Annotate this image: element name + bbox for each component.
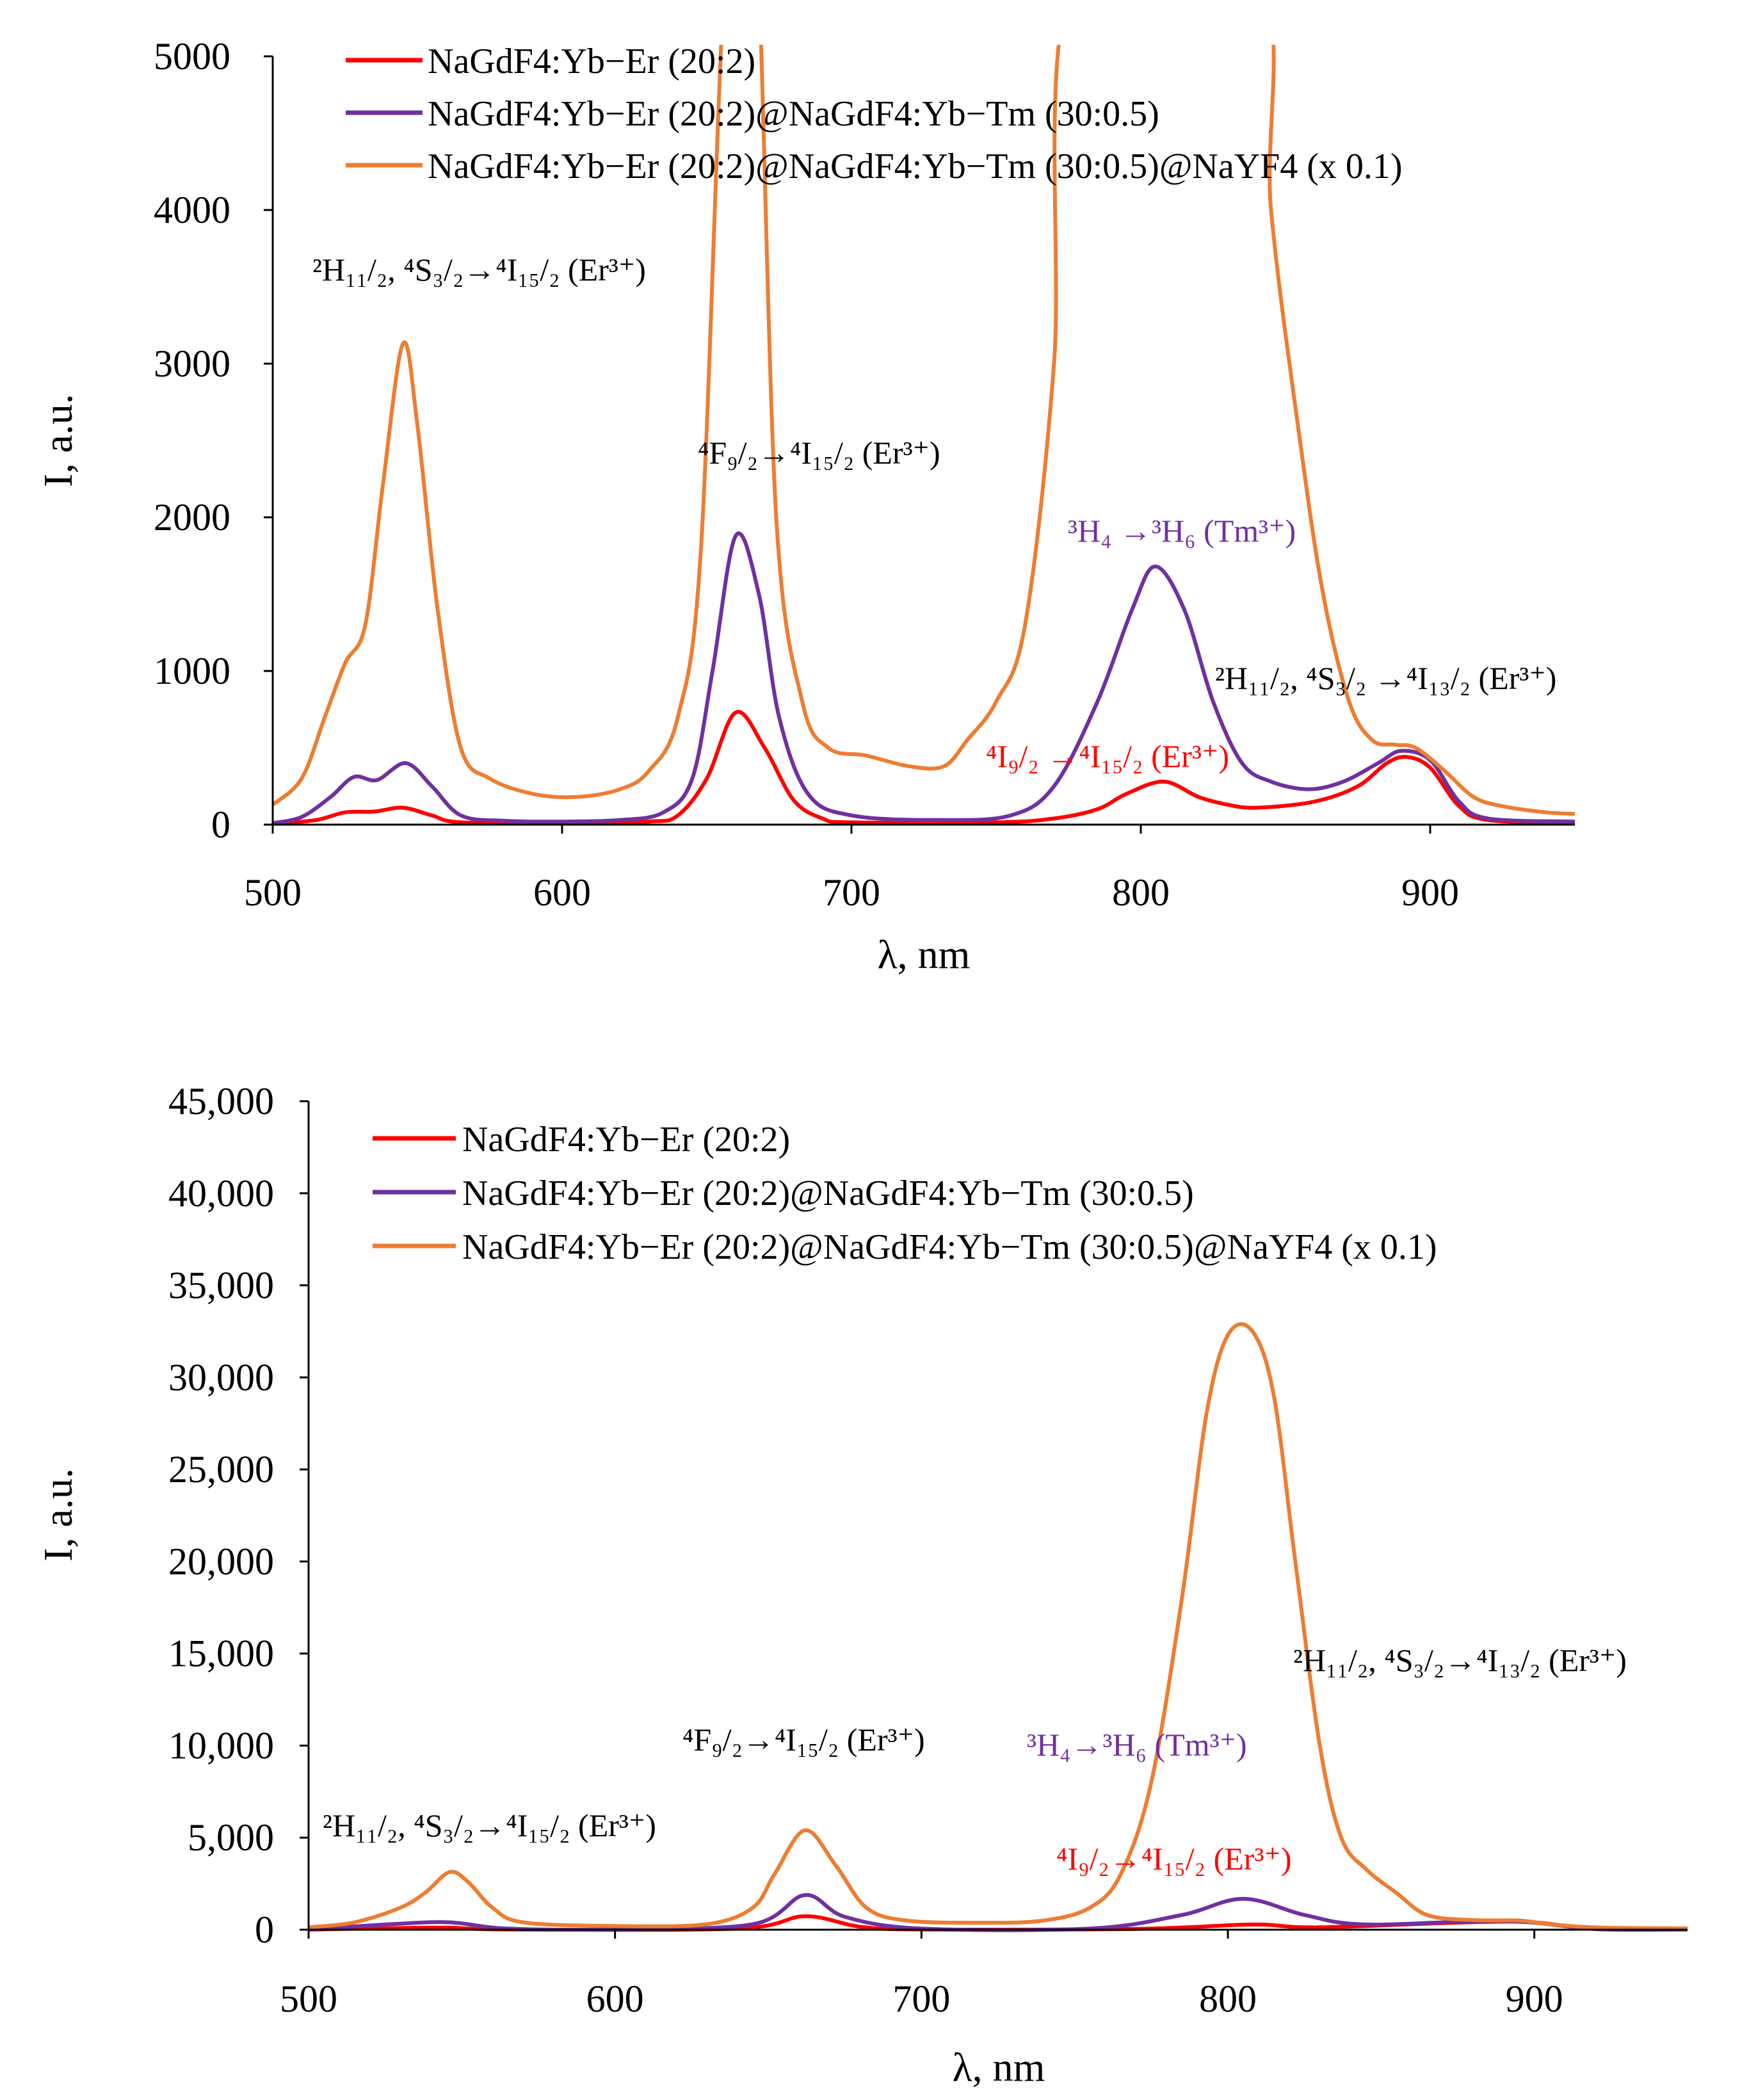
annotation: ³H₄ →³H₆ (Tm³⁺) — [1068, 513, 1296, 549]
series-line — [273, 45, 1575, 816]
annotation: ²H₁₁/₂, ⁴S₃/₂ →⁴I₁₃/₂ (Er³⁺) — [1215, 660, 1556, 696]
y-tick-label: 4000 — [154, 189, 230, 231]
annotation: ⁴I₉/₂ →⁴I₁₅/₂ (Er³⁺) — [986, 738, 1229, 774]
y-tick-label: 0 — [211, 804, 230, 846]
x-tick-label: 600 — [586, 1978, 644, 2020]
series-line — [273, 531, 1575, 825]
annotations: ²H₁₁/₂, ⁴S₃/₂→⁴I₁₅/₂ (Er³⁺) ⁴F₉/₂→⁴I₁₅/₂… — [312, 252, 1556, 774]
annotation: ⁴F₉/₂→⁴I₁₅/₂ (Er³⁺) — [682, 1722, 925, 1757]
y-tick-label: 3000 — [154, 343, 230, 385]
legend: NaGdF4:Yb−Er (20:2) NaGdF4:Yb−Er (20:2)@… — [373, 1120, 1437, 1267]
y-tick-label: 20,000 — [168, 1540, 274, 1583]
x-tick-label: 500 — [244, 871, 302, 914]
y-tick-label: 5,000 — [188, 1816, 274, 1859]
series-line — [273, 709, 1575, 826]
x-tick-label: 800 — [1112, 871, 1170, 914]
legend-label: NaGdF4:Yb−Er (20:2)@NaGdF4:Yb−Tm (30:0.5… — [462, 1227, 1437, 1267]
x-axis-title: λ, nm — [878, 932, 971, 977]
y-tick-label: 1000 — [154, 650, 230, 692]
y-tick-label: 10,000 — [168, 1724, 274, 1766]
legend: NaGdF4:Yb−Er (20:2) NaGdF4:Yb−Er (20:2)@… — [346, 42, 1403, 186]
annotation: ²H₁₁/₂, ⁴S₃/₂→⁴I₁₅/₂ (Er³⁺) — [323, 1807, 656, 1843]
y-tick-label: 35,000 — [168, 1264, 274, 1307]
annotation: ²H₁₁/₂, ⁴S₃/₂→⁴I₁₃/₂ (Er³⁺) — [1293, 1642, 1627, 1678]
x-tick-label: 700 — [892, 1978, 950, 2020]
y-tick-label: 15,000 — [168, 1633, 274, 1675]
y-tick-label: 40,000 — [168, 1172, 274, 1215]
legend-label: NaGdF4:Yb−Er (20:2)@NaGdF4:Yb−Tm (30:0.5… — [428, 94, 1159, 134]
legend-label: NaGdF4:Yb−Er (20:2)@NaGdF4:Yb−Tm (30:0.5… — [428, 147, 1403, 186]
x-tick-label: 500 — [280, 1978, 337, 2020]
y-tick-label: 30,000 — [168, 1356, 274, 1398]
x-axis-title: λ, nm — [953, 2044, 1045, 2090]
x-tick-label: 900 — [1506, 1978, 1563, 2020]
series-line — [309, 1893, 1688, 1932]
y-tick-label: 5000 — [154, 35, 230, 77]
y-tick-label: 0 — [255, 1909, 274, 1951]
annotation: ⁴F₉/₂→⁴I₁₅/₂ (Er³⁺) — [698, 435, 940, 471]
legend-label: NaGdF4:Yb−Er (20:2) — [428, 42, 755, 81]
x-tick-label: 800 — [1199, 1978, 1257, 2020]
annotation: ²H₁₁/₂, ⁴S₃/₂→⁴I₁₅/₂ (Er³⁺) — [312, 252, 646, 287]
chart-top: 500 600 700 800 900 0 1000 2000 3000 4000 5000 I, … — [35, 35, 1575, 977]
x-tick-label: 900 — [1401, 871, 1459, 914]
chart-bottom: 500 600 700 800 900 0 5,000 10,000 15,000 20,000 2… — [35, 1080, 1688, 2090]
y-tick-label: 25,000 — [168, 1448, 274, 1490]
annotation: ⁴I₉/₂→⁴I₁₅/₂ (Er³⁺) — [1056, 1841, 1291, 1877]
y-tick-label: 45,000 — [168, 1080, 274, 1122]
x-tick-label: 700 — [823, 871, 880, 914]
x-tick-label: 600 — [533, 871, 591, 914]
y-tick-label: 2000 — [154, 496, 230, 538]
annotations: ²H₁₁/₂, ⁴S₃/₂→⁴I₁₅/₂ (Er³⁺) ⁴F₉/₂→⁴I₁₅/₂… — [323, 1642, 1627, 1877]
y-axis-title: I, a.u. — [35, 1468, 81, 1562]
annotation: ³H₄→³H₆ (Tm³⁺) — [1027, 1727, 1247, 1763]
legend-label: NaGdF4:Yb−Er (20:2) — [462, 1120, 790, 1159]
y-axis-title: I, a.u. — [35, 394, 81, 487]
legend-label: NaGdF4:Yb−Er (20:2)@NaGdF4:Yb−Tm (30:0.5… — [462, 1174, 1194, 1213]
series-line — [309, 1322, 1688, 1930]
